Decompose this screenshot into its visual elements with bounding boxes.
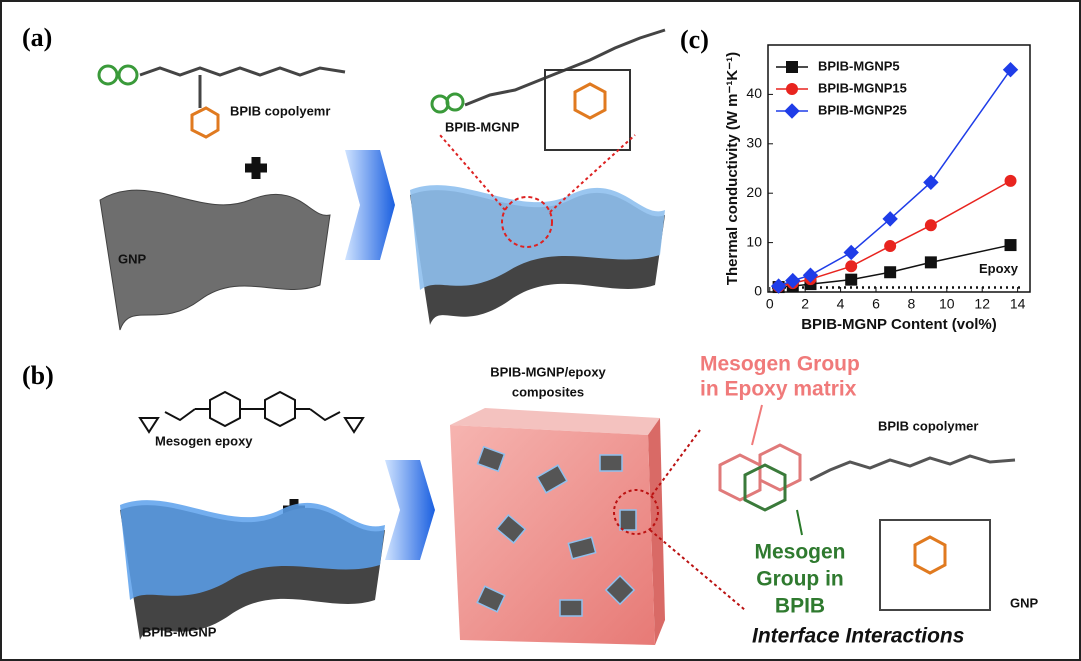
- panel-label: (a): [22, 23, 52, 52]
- gnp-label: GNP: [1010, 595, 1039, 610]
- x-tick-label: 0: [766, 296, 774, 312]
- gnp-label: GNP: [118, 251, 147, 266]
- composite-cube: [450, 408, 665, 645]
- y-tick-label: 30: [746, 135, 762, 151]
- epoxy-structure: [140, 392, 363, 432]
- data-point: [1005, 240, 1016, 251]
- mesogen-bpib-label: BPIB: [775, 595, 825, 618]
- caption: Interface Interactions: [752, 625, 964, 648]
- data-point: [925, 220, 936, 231]
- mesogen-bpib-label: Group in: [756, 568, 844, 591]
- pointer: [752, 405, 762, 445]
- panel-label: (c): [680, 25, 709, 54]
- x-tick-label: 6: [872, 296, 880, 312]
- mesogen-epoxy-label: in Epoxy matrix: [700, 378, 857, 401]
- chart: 0 2 4 6 8 10 12 14 0 10 20 30 40 BPIB-MGNP Content (v…: [724, 45, 1030, 333]
- data-point: [846, 261, 857, 272]
- data-point: [1004, 63, 1018, 77]
- mgnp-sheets: [120, 500, 385, 640]
- copolymer-label: BPIB copolyemr: [230, 103, 330, 118]
- y-tick-label: 0: [754, 283, 762, 299]
- x-tick-label: 12: [974, 296, 990, 312]
- pointer: [797, 510, 802, 535]
- y-tick-label: 40: [746, 85, 762, 101]
- epoxy-label: Mesogen epoxy: [155, 433, 253, 448]
- plus: [245, 157, 267, 179]
- product-label: BPIB-MGNP: [445, 119, 520, 134]
- composite-label: composites: [512, 384, 584, 399]
- y-tick-label: 10: [746, 233, 762, 249]
- x-tick-label: 2: [801, 296, 809, 312]
- arrow: [345, 150, 395, 260]
- data-point: [925, 257, 936, 268]
- copolymer-label: BPIB copolymer: [878, 418, 978, 433]
- legend-marker: [787, 84, 798, 95]
- legend-label: BPIB-MGNP25: [818, 102, 907, 117]
- x-tick-label: 14: [1010, 296, 1026, 312]
- data-point: [885, 267, 896, 278]
- data-point: [1005, 175, 1016, 186]
- y-tick-label: 20: [746, 184, 762, 200]
- mesogen-epoxy-label: Mesogen Group: [700, 353, 860, 376]
- x-tick-label: 8: [907, 296, 915, 312]
- x-axis-label: BPIB-MGNP Content (vol%): [801, 316, 997, 333]
- x-tick-label: 4: [837, 296, 845, 312]
- x-tick-label: 10: [939, 296, 955, 312]
- panel-label: (b): [22, 361, 54, 390]
- legend-label: BPIB-MGNP5: [818, 58, 900, 73]
- legend-marker: [787, 62, 798, 73]
- zoom-lines: [650, 430, 745, 610]
- y-axis-label: Thermal conductivity (W m⁻¹K⁻¹): [724, 52, 741, 285]
- reference-label: Epoxy: [979, 261, 1019, 276]
- composite-label: BPIB-MGNP/epoxy: [490, 364, 606, 379]
- legend-marker: [785, 104, 799, 118]
- arrow: [385, 460, 435, 560]
- data-point: [885, 241, 896, 252]
- mesogen-bpib-label: Mesogen: [754, 541, 845, 564]
- coated-sheets: [410, 185, 665, 325]
- sheet-label: BPIB-MGNP: [142, 624, 217, 639]
- copolymer-molecule: [99, 66, 345, 137]
- legend-label: BPIB-MGNP15: [818, 80, 907, 95]
- figure: (a) BPIB copolyemr GNP BPIB-MGNP (b) Mes…: [0, 0, 1081, 661]
- data-point: [846, 274, 857, 285]
